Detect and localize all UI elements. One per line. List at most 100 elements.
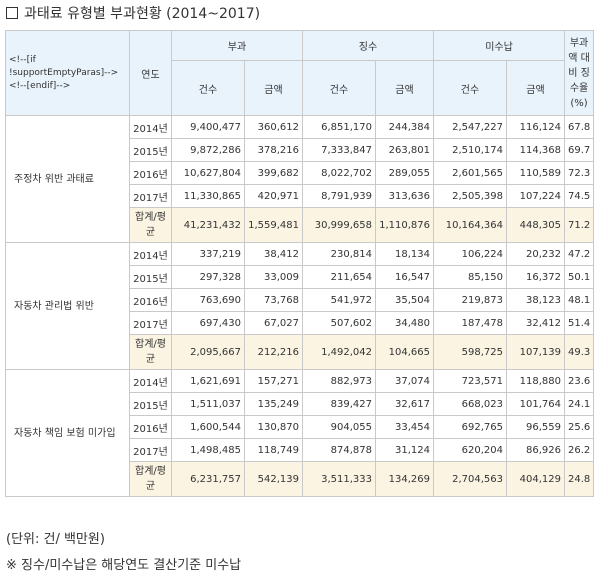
value-cell: 11,330,865 xyxy=(171,184,245,208)
value-cell: 541,972 xyxy=(302,288,376,312)
value-cell: 23.6 xyxy=(564,369,595,393)
value-cell: 2,095,667 xyxy=(171,334,245,370)
page-title: 과태료 유형별 부과현황 (2014~2017) xyxy=(6,4,260,24)
table-total-row: 합계/평균 41,231,432 1,559,481 30,999,658 1,110,… xyxy=(6,207,595,243)
value-cell: 118,880 xyxy=(505,369,566,393)
value-cell: 71.2 xyxy=(564,207,595,243)
title-text: 과태료 유형별 부과현황 (2014~2017) xyxy=(24,6,261,22)
collection-header: 징수 xyxy=(302,30,434,61)
value-cell: 104,665 xyxy=(375,334,434,370)
value-cell: 50.1 xyxy=(564,265,595,289)
value-cell: 297,328 xyxy=(171,265,245,289)
value-cell: 598,725 xyxy=(433,334,507,370)
value-cell: 1,110,876 xyxy=(375,207,434,243)
fines-table: <!--[if !supportEmptyParas]--> <!--[endi… xyxy=(5,30,595,497)
value-cell: 85,150 xyxy=(433,265,507,289)
value-cell: 67.8 xyxy=(564,115,595,139)
value-cell: 33,454 xyxy=(375,415,434,439)
value-cell: 74.5 xyxy=(564,184,595,208)
value-cell: 135,249 xyxy=(244,392,303,416)
value-cell: 107,224 xyxy=(505,184,566,208)
year-cell: 2017년 xyxy=(129,311,172,335)
value-cell: 3,511,333 xyxy=(302,461,376,497)
value-cell: 2,601,565 xyxy=(433,161,507,185)
count-header: 건수 xyxy=(171,60,245,116)
value-cell: 72.3 xyxy=(564,161,595,185)
value-cell: 1,511,037 xyxy=(171,392,245,416)
value-cell: 6,851,170 xyxy=(302,115,376,139)
value-cell: 69.7 xyxy=(564,138,595,162)
table-row: 자동차 관리법 위반 2014년 337,219 38,412 230,814 18,13… xyxy=(5,242,595,370)
value-cell: 37,074 xyxy=(375,369,434,393)
value-cell: 86,926 xyxy=(505,438,566,462)
value-cell: 230,814 xyxy=(302,242,376,266)
value-cell: 1,600,544 xyxy=(171,415,245,439)
category-cell: 자동차 책임 보험 미가입 xyxy=(5,369,130,497)
value-cell: 404,129 xyxy=(505,461,566,497)
year-cell: 합계/평균 xyxy=(129,334,172,370)
value-cell: 41,231,432 xyxy=(171,207,245,243)
rate-header: 부과액 대비 징수율 (%) xyxy=(564,30,595,116)
value-cell: 25.6 xyxy=(564,415,595,439)
year-cell: 2014년 xyxy=(129,115,172,139)
value-cell: 874,878 xyxy=(302,438,376,462)
value-cell: 38,412 xyxy=(244,242,303,266)
year-cell: 2017년 xyxy=(129,438,172,462)
value-cell: 420,971 xyxy=(244,184,303,208)
count-header: 건수 xyxy=(433,60,507,116)
value-cell: 1,559,481 xyxy=(244,207,303,243)
value-cell: 211,654 xyxy=(302,265,376,289)
value-cell: 763,690 xyxy=(171,288,245,312)
year-cell: 합계/평균 xyxy=(129,461,172,497)
value-cell: 130,870 xyxy=(244,415,303,439)
value-cell: 2,510,174 xyxy=(433,138,507,162)
value-cell: 34,480 xyxy=(375,311,434,335)
year-cell: 2017년 xyxy=(129,184,172,208)
year-cell: 2015년 xyxy=(129,392,172,416)
year-cell: 2015년 xyxy=(129,138,172,162)
value-cell: 2,505,398 xyxy=(433,184,507,208)
corner-header: <!--[if !supportEmptyParas]--> <!--[endi… xyxy=(5,30,130,116)
year-header: 연도 xyxy=(129,30,172,116)
value-cell: 9,400,477 xyxy=(171,115,245,139)
value-cell: 2,704,563 xyxy=(433,461,507,497)
footnote: ※ 징수/미수납은 해당연도 결산기준 미수납 xyxy=(6,558,242,573)
year-cell: 2016년 xyxy=(129,415,172,439)
value-cell: 10,164,364 xyxy=(433,207,507,243)
value-cell: 542,139 xyxy=(244,461,303,497)
value-cell: 620,204 xyxy=(433,438,507,462)
year-cell: 합계/평균 xyxy=(129,207,172,243)
value-cell: 48.1 xyxy=(564,288,595,312)
value-cell: 692,765 xyxy=(433,415,507,439)
value-cell: 263,801 xyxy=(375,138,434,162)
value-cell: 114,368 xyxy=(505,138,566,162)
year-cell: 2014년 xyxy=(129,242,172,266)
value-cell: 33,009 xyxy=(244,265,303,289)
unit-note: (단위: 건/ 백만원) xyxy=(6,532,105,547)
value-cell: 6,231,757 xyxy=(171,461,245,497)
value-cell: 1,498,485 xyxy=(171,438,245,462)
value-cell: 49.3 xyxy=(564,334,595,370)
value-cell: 106,224 xyxy=(433,242,507,266)
value-cell: 1,621,691 xyxy=(171,369,245,393)
value-cell: 32,617 xyxy=(375,392,434,416)
value-cell: 67,027 xyxy=(244,311,303,335)
value-cell: 110,589 xyxy=(505,161,566,185)
table-total-row: 합계/평균 2,095,667 212,216 1,492,042 104,665 598… xyxy=(6,334,595,370)
value-cell: 73,768 xyxy=(244,288,303,312)
value-cell: 187,478 xyxy=(433,311,507,335)
value-cell: 7,333,847 xyxy=(302,138,376,162)
value-cell: 47.2 xyxy=(564,242,595,266)
value-cell: 18,134 xyxy=(375,242,434,266)
value-cell: 219,873 xyxy=(433,288,507,312)
value-cell: 244,384 xyxy=(375,115,434,139)
table-row: 2016년 763,690 73,768 541,972 35,504 219,873 38… xyxy=(6,288,595,312)
table-row: 2015년 297,328 33,009 211,654 16,547 85,150 16,… xyxy=(6,265,595,289)
value-cell: 38,123 xyxy=(505,288,566,312)
value-cell: 212,216 xyxy=(244,334,303,370)
value-cell: 31,124 xyxy=(375,438,434,462)
unpaid-header: 미수납 xyxy=(432,30,566,61)
category-cell: 주정차 위반 과태료 xyxy=(5,115,130,243)
value-cell: 313,636 xyxy=(375,184,434,208)
table-row: 2015년 9,872,286 378,216 7,333,847 263,801 2,5… xyxy=(6,138,595,162)
